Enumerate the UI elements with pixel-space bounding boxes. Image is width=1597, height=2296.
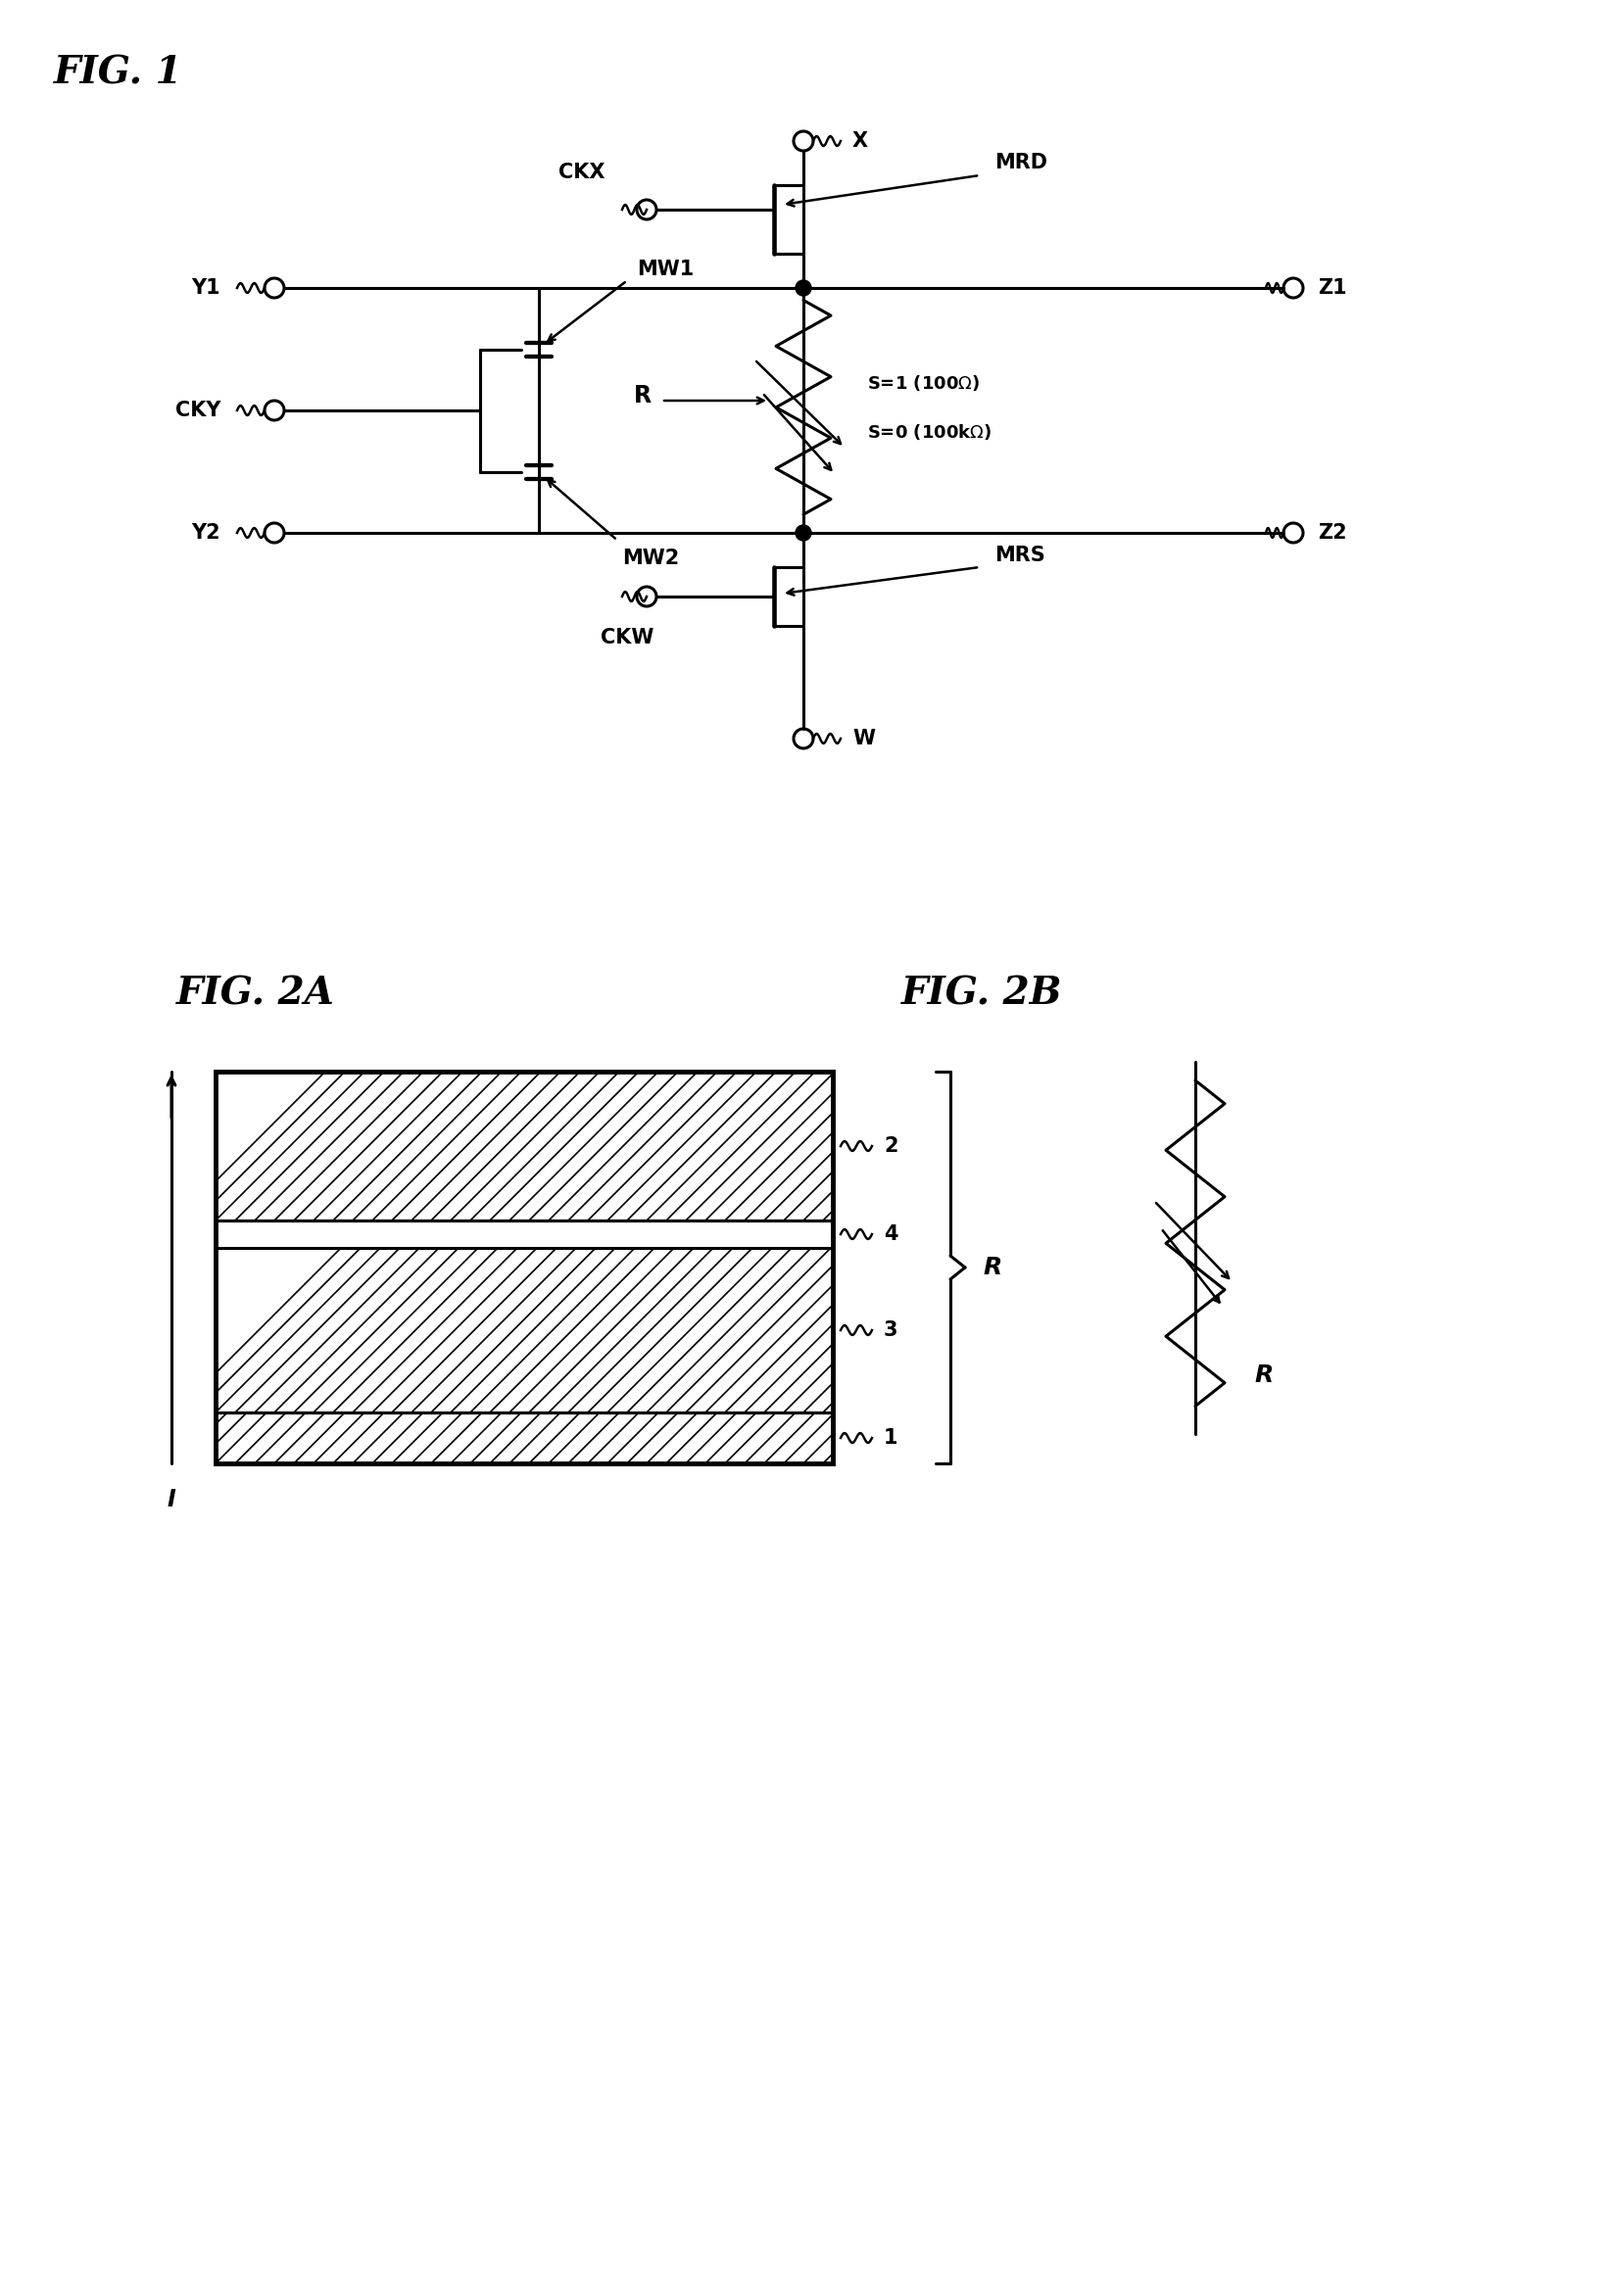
Text: MRD: MRD xyxy=(995,154,1048,172)
Circle shape xyxy=(795,280,811,296)
Text: Y1: Y1 xyxy=(192,278,220,298)
Text: FIG. 2B: FIG. 2B xyxy=(901,974,1062,1013)
Text: MW1: MW1 xyxy=(637,259,695,278)
Text: R: R xyxy=(1254,1364,1273,1387)
Text: S=0 (100k$\Omega$): S=0 (100k$\Omega$) xyxy=(867,422,992,441)
Bar xyxy=(216,1249,832,1412)
Text: I: I xyxy=(168,1488,176,1511)
Text: 3: 3 xyxy=(883,1320,898,1341)
Text: R: R xyxy=(982,1256,1001,1279)
Bar xyxy=(216,1412,832,1463)
Text: S=1 (100$\Omega$): S=1 (100$\Omega$) xyxy=(867,374,981,393)
Bar xyxy=(216,1072,832,1221)
Bar xyxy=(216,1072,832,1221)
Text: 1: 1 xyxy=(883,1428,898,1449)
Bar xyxy=(216,1221,832,1249)
Text: Z1: Z1 xyxy=(1318,278,1346,298)
Text: FIG. 2A: FIG. 2A xyxy=(176,974,335,1013)
Bar xyxy=(216,1072,832,1463)
Bar xyxy=(216,1412,832,1463)
Text: CKW: CKW xyxy=(600,627,653,647)
Text: Y2: Y2 xyxy=(192,523,220,542)
Bar xyxy=(216,1249,832,1412)
Text: MW2: MW2 xyxy=(623,549,679,567)
Text: W: W xyxy=(853,728,875,748)
Text: 4: 4 xyxy=(883,1224,898,1244)
Text: R: R xyxy=(634,383,652,406)
Text: MRS: MRS xyxy=(995,546,1044,565)
Circle shape xyxy=(795,526,811,540)
Text: X: X xyxy=(853,131,869,152)
Text: Z2: Z2 xyxy=(1318,523,1346,542)
Text: CKY: CKY xyxy=(176,400,220,420)
Text: FIG. 1: FIG. 1 xyxy=(54,53,182,92)
Text: 2: 2 xyxy=(883,1137,898,1155)
Text: CKX: CKX xyxy=(559,163,605,181)
